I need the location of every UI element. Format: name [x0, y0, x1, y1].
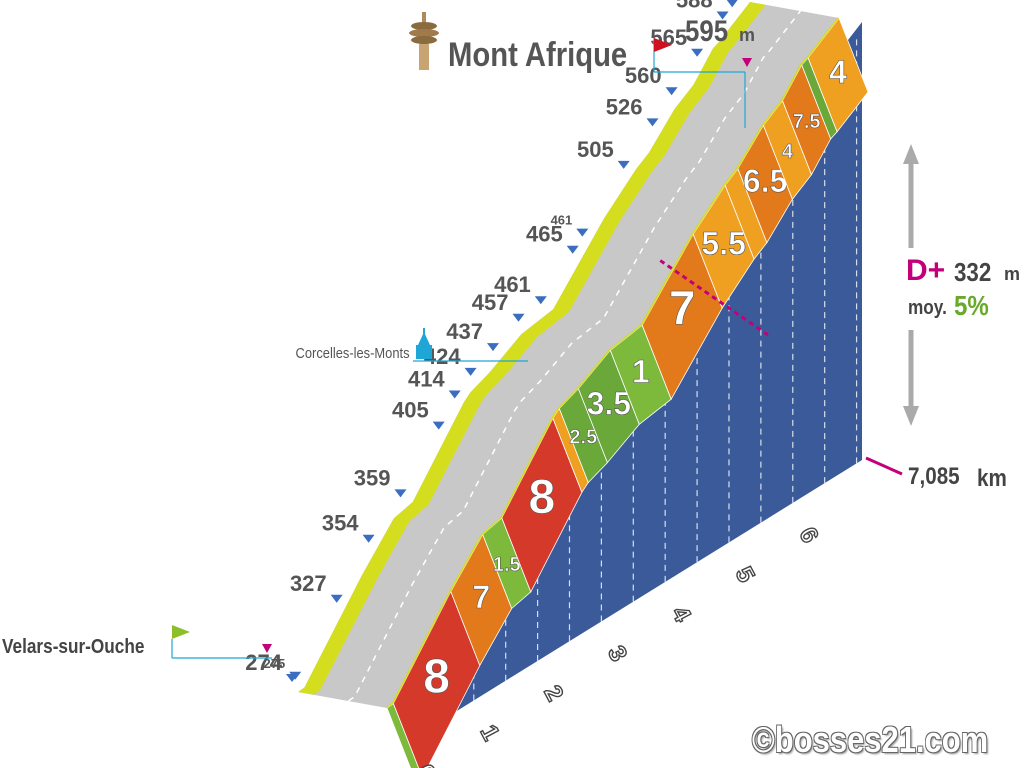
km-tick-label: 1	[474, 721, 504, 745]
gradient-label: 2.5	[569, 427, 597, 449]
village-divider	[659, 259, 772, 338]
altitude-marker	[432, 421, 445, 430]
gradient-segment: 7	[450, 533, 513, 667]
dplus-value: 332	[954, 257, 992, 287]
altitude-marker	[576, 228, 589, 237]
altitude-marker	[726, 0, 738, 8]
summit-name: Mont Afrique	[448, 36, 628, 74]
altitude-marker	[665, 87, 678, 96]
gradient-segment: 1	[609, 324, 672, 425]
brand-watermark: ©bosses21.com	[752, 719, 989, 760]
elevation-arrow-icon	[903, 144, 919, 426]
altitude-label: 457	[472, 290, 509, 315]
summit-flag	[653, 38, 752, 128]
altitude-marker	[464, 367, 477, 376]
gradient-label: 4	[829, 54, 847, 90]
gradient-segment: 8	[501, 417, 583, 593]
road-shoulder-back	[298, 2, 766, 695]
distance-unit: km	[977, 465, 1007, 492]
avg-grade-label: moy.	[908, 297, 947, 319]
altitude-marker	[646, 118, 659, 127]
altitude-label: 327	[290, 571, 327, 596]
km-tick-label: 3	[602, 642, 632, 666]
dplus-label: D+	[906, 254, 946, 287]
distance-value: 7,085	[908, 463, 960, 490]
altitude-marker	[691, 48, 704, 57]
gradient-segment: 3.5	[577, 349, 640, 464]
altitude-marker	[566, 245, 579, 254]
altitude-label: 437	[446, 319, 483, 344]
road-band	[298, 2, 839, 708]
tv-tower-icon	[409, 12, 439, 70]
summit-unit: m	[739, 25, 756, 45]
altitude-marker	[394, 489, 407, 498]
km-tick-label: 5	[730, 563, 760, 587]
gradient-segment: 2.5	[558, 387, 608, 484]
road-surface	[298, 2, 839, 709]
altitude-marker	[716, 11, 729, 20]
start-name: Velars-sur-Ouche	[2, 636, 145, 658]
km-tick-label: 6	[793, 523, 823, 547]
gradient-segment: 6.5	[737, 124, 793, 244]
gradient-label: 7	[472, 579, 490, 615]
altitude-label: 465	[526, 222, 563, 247]
church-icon	[416, 328, 432, 359]
village-name: Corcelles-les-Monts	[296, 345, 410, 362]
gradient-label: 1	[632, 354, 650, 390]
altitude-marker	[448, 390, 461, 399]
altitude-label: 505	[577, 137, 614, 162]
altitude-marker	[534, 296, 547, 305]
gradient-label: 4	[782, 141, 794, 163]
gradient-segment: 4	[762, 99, 812, 201]
altitude-label: 461	[494, 272, 531, 297]
altitude-marker	[362, 534, 375, 543]
altitude-label: 359	[354, 465, 391, 490]
altitude-label: 275	[263, 656, 285, 671]
gradient-label: 5.5	[701, 226, 745, 262]
gradient-label: 7.5	[793, 111, 821, 133]
gradient-label: 1.5	[493, 554, 521, 576]
km-tick-label: 2	[538, 681, 568, 705]
start-flag	[171, 625, 272, 659]
altitude-marker	[330, 594, 343, 603]
dplus-unit: m	[1004, 264, 1021, 284]
altitude-label: 274	[245, 650, 282, 675]
summit-altitude: 595	[685, 15, 729, 48]
altitude-label: 405	[392, 398, 429, 423]
gradient-segment: 5.5	[692, 184, 755, 309]
altitude-label: 414	[408, 366, 445, 391]
distance-leader	[865, 456, 903, 476]
altitude-label: 560	[625, 63, 662, 88]
altitude-marker	[487, 343, 499, 352]
altitude-marker	[289, 671, 302, 680]
altitude-label: 354	[322, 511, 359, 536]
altitude-marker	[512, 313, 525, 322]
altitude-marker	[617, 160, 630, 169]
altitude-label: 461	[551, 213, 573, 228]
km-tick-label: 0	[411, 760, 441, 768]
road-centre-line	[347, 10, 801, 702]
gradient-label: 7	[669, 283, 696, 336]
gradient-label: 8	[529, 471, 556, 524]
altitude-label: 588	[676, 0, 713, 12]
gradient-segment: 4	[807, 17, 869, 133]
village-marker	[413, 328, 528, 362]
avg-grade-value: 5%	[954, 290, 989, 321]
gradient-label: 6.5	[743, 163, 787, 199]
gradient-label: 8	[423, 650, 450, 703]
altitude-label: 526	[606, 94, 643, 119]
gradient-segment: 1.5	[482, 517, 532, 610]
gradient-segment: 7	[641, 233, 723, 401]
km-tick-label: 4	[666, 602, 696, 627]
gradient-label: 3.5	[587, 385, 631, 421]
